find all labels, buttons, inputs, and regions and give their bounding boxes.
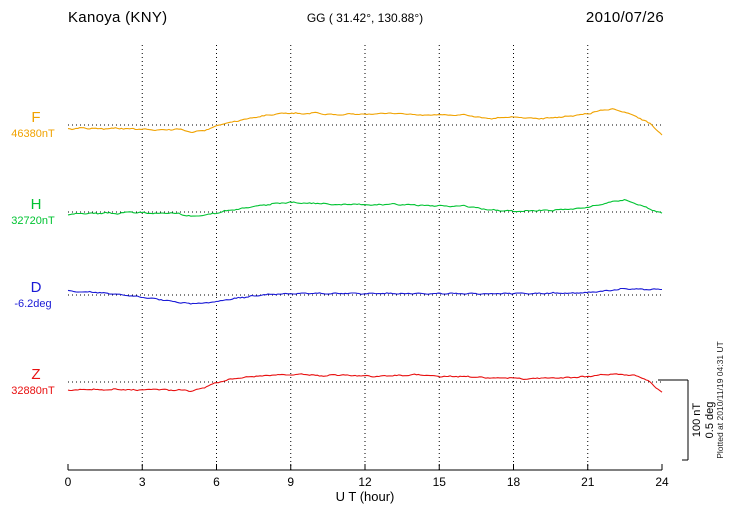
x-tick-label: 18 — [506, 475, 521, 489]
x-tick-label: 21 — [581, 475, 595, 489]
series-label-f: F — [31, 109, 41, 126]
trace-d — [67, 287, 662, 305]
trace-h — [67, 199, 663, 217]
x-tick-label: 9 — [287, 475, 295, 489]
series-label-d: D — [30, 279, 42, 296]
series-label-h: H — [30, 196, 42, 213]
x-tick-label: 0 — [64, 475, 72, 489]
series-baseline-value-d: -6.2deg — [14, 298, 52, 310]
x-tick-label: 12 — [358, 475, 372, 489]
plotted-at-note: Plotted at 2010/11/19 04:31 UT — [715, 341, 725, 459]
series-baseline-value-h: 32720nT — [11, 215, 55, 227]
scale-bar-label: 100 nT 0.5 deg — [691, 390, 717, 450]
series-baseline-value-z: 32880nT — [11, 385, 55, 397]
x-tick-label: 3 — [138, 475, 146, 489]
x-axis-label: U T (hour) — [335, 489, 395, 504]
trace-f — [67, 108, 663, 136]
series-label-z: Z — [31, 366, 41, 383]
scale-nt-label: 100 nT — [691, 402, 703, 438]
series-baseline-value-f: 46380nT — [11, 128, 55, 140]
x-tick-label: 15 — [432, 475, 446, 489]
x-tick-label: 24 — [655, 475, 669, 489]
x-tick-label: 6 — [213, 475, 220, 489]
geographic-coords: GG ( 31.42°, 130.88°) — [306, 11, 424, 25]
trace-z — [67, 373, 663, 393]
plot-date: 2010/07/26 — [585, 9, 664, 26]
station-title: Kanoya (KNY) — [68, 9, 168, 26]
